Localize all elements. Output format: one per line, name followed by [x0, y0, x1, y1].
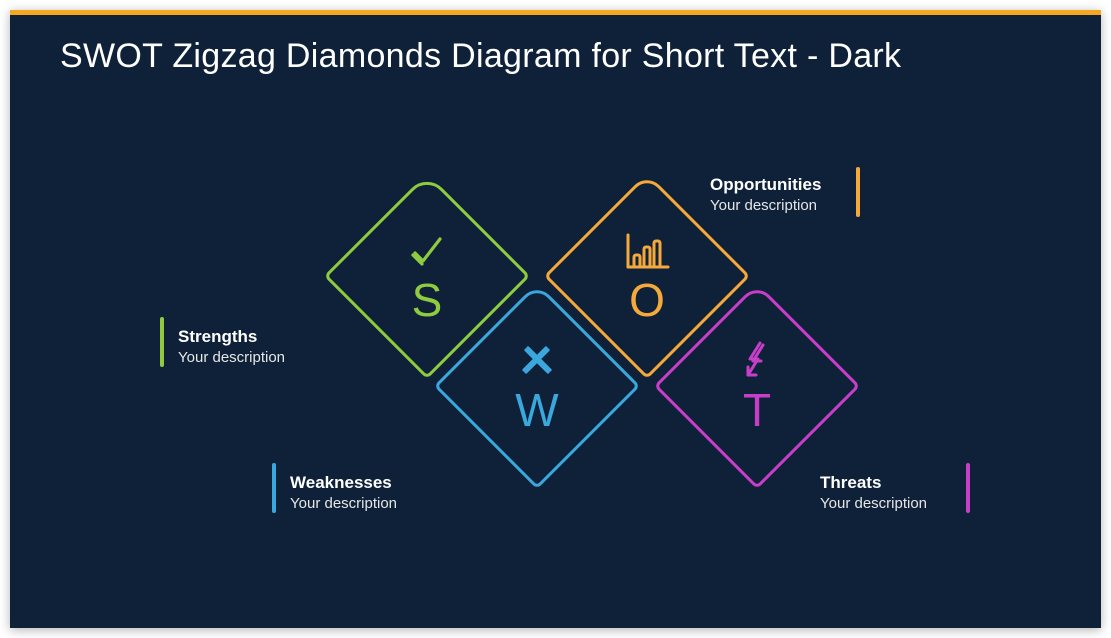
accent-tick-strengths: [160, 317, 164, 367]
desc-opportunities: Your description: [710, 197, 821, 214]
accent-tick-threats: [966, 463, 970, 513]
check-icon: [407, 229, 447, 273]
desc-strengths: Your description: [178, 349, 285, 366]
desc-weaknesses: Your description: [290, 495, 397, 512]
desc-threats: Your description: [820, 495, 927, 512]
diagram-stage: S Strengths Your description O: [10, 105, 1101, 628]
heading-weaknesses: Weaknesses: [290, 473, 397, 493]
slide: SWOT Zigzag Diamonds Diagram for Short T…: [10, 10, 1101, 628]
x-icon: [519, 339, 555, 383]
label-weaknesses: Weaknesses Your description: [290, 473, 397, 512]
heading-strengths: Strengths: [178, 327, 285, 347]
slide-title: SWOT Zigzag Diamonds Diagram for Short T…: [10, 15, 1101, 76]
letter-t: T: [743, 387, 771, 433]
accent-tick-weaknesses: [272, 463, 276, 513]
letter-s: S: [412, 277, 443, 323]
accent-tick-opportunities: [856, 167, 860, 217]
label-strengths: Strengths Your description: [178, 327, 285, 366]
bar-chart-icon: [624, 229, 670, 273]
bolt-arrow-icon: [738, 339, 776, 383]
label-opportunities: Opportunities Your description: [710, 175, 821, 214]
letter-o: O: [629, 277, 665, 323]
label-threats: Threats Your description: [820, 473, 927, 512]
heading-threats: Threats: [820, 473, 927, 493]
heading-opportunities: Opportunities: [710, 175, 821, 195]
letter-w: W: [515, 387, 558, 433]
